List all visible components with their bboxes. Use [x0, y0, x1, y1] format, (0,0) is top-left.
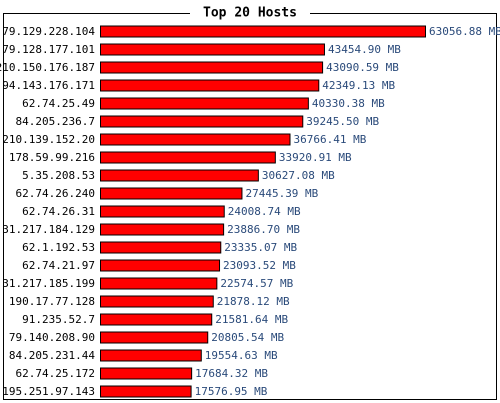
category-label: 84.205.231.44 [9, 349, 95, 362]
value-label: 30627.08 MB [262, 169, 335, 182]
value-label: 43090.59 MB [326, 61, 399, 74]
value-label: 19554.63 MB [205, 349, 278, 362]
value-label: 20805.54 MB [211, 331, 284, 344]
bar [100, 295, 214, 308]
bar [100, 349, 202, 362]
bar [100, 61, 324, 74]
bar [100, 151, 276, 164]
value-label: 23886.70 MB [227, 223, 300, 236]
bar [100, 205, 225, 218]
value-label: 27445.39 MB [245, 187, 318, 200]
category-label: 31.217.184.129 [2, 223, 95, 236]
value-label: 23093.52 MB [223, 259, 296, 272]
value-label: 23335.07 MB [224, 241, 297, 254]
bar [100, 259, 221, 272]
bar [100, 115, 304, 128]
category-label: 62.1.192.53 [22, 241, 95, 254]
value-label: 21878.12 MB [217, 295, 290, 308]
category-label: 178.59.99.216 [9, 151, 95, 164]
bar [100, 277, 218, 290]
bar [100, 169, 259, 182]
category-label: 195.251.97.143 [2, 385, 95, 398]
bar [100, 25, 426, 38]
chart-title: Top 20 Hosts [203, 6, 297, 21]
value-label: 63056.88 MB [429, 25, 500, 38]
category-label: 94.143.176.171 [2, 79, 95, 92]
category-label: 62.74.26.240 [16, 187, 95, 200]
category-label: 62.74.26.31 [22, 205, 95, 218]
value-label: 43454.90 MB [328, 43, 401, 56]
category-label: 62.74.25.49 [22, 97, 95, 110]
bar [100, 97, 309, 110]
value-label: 40330.38 MB [312, 97, 385, 110]
bar [100, 367, 193, 380]
category-label: 79.140.208.90 [9, 331, 95, 344]
category-label: 79.129.228.104 [2, 25, 95, 38]
value-label: 36766.41 MB [293, 133, 366, 146]
category-label: 91.235.52.7 [22, 313, 95, 326]
value-label: 17684.32 MB [195, 367, 268, 380]
bar [100, 331, 209, 344]
value-label: 24008.74 MB [228, 205, 301, 218]
value-label: 21581.64 MB [215, 313, 288, 326]
category-label: 62.74.25.172 [16, 367, 95, 380]
bar [100, 241, 222, 254]
value-label: 33920.91 MB [279, 151, 352, 164]
category-label: 210.139.152.20 [2, 133, 95, 146]
value-label: 42349.13 MB [322, 79, 395, 92]
category-label: 62.74.21.97 [22, 259, 95, 272]
category-label: 79.128.177.101 [2, 43, 95, 56]
bar [100, 79, 320, 92]
category-label: 5.35.208.53 [22, 169, 95, 182]
category-label: 84.205.236.7 [16, 115, 95, 128]
category-label: 31.217.185.199 [2, 277, 95, 290]
value-label: 17576.95 MB [195, 385, 268, 398]
bar [100, 313, 213, 326]
category-label: 210.150.176.187 [0, 61, 95, 74]
bar [100, 43, 325, 56]
bar [100, 187, 243, 200]
value-label: 39245.50 MB [306, 115, 379, 128]
bar [100, 385, 192, 398]
bar [100, 133, 291, 146]
value-label: 22574.57 MB [220, 277, 293, 290]
title-background [190, 4, 310, 22]
category-label: 190.17.77.128 [9, 295, 95, 308]
bar [100, 223, 225, 236]
